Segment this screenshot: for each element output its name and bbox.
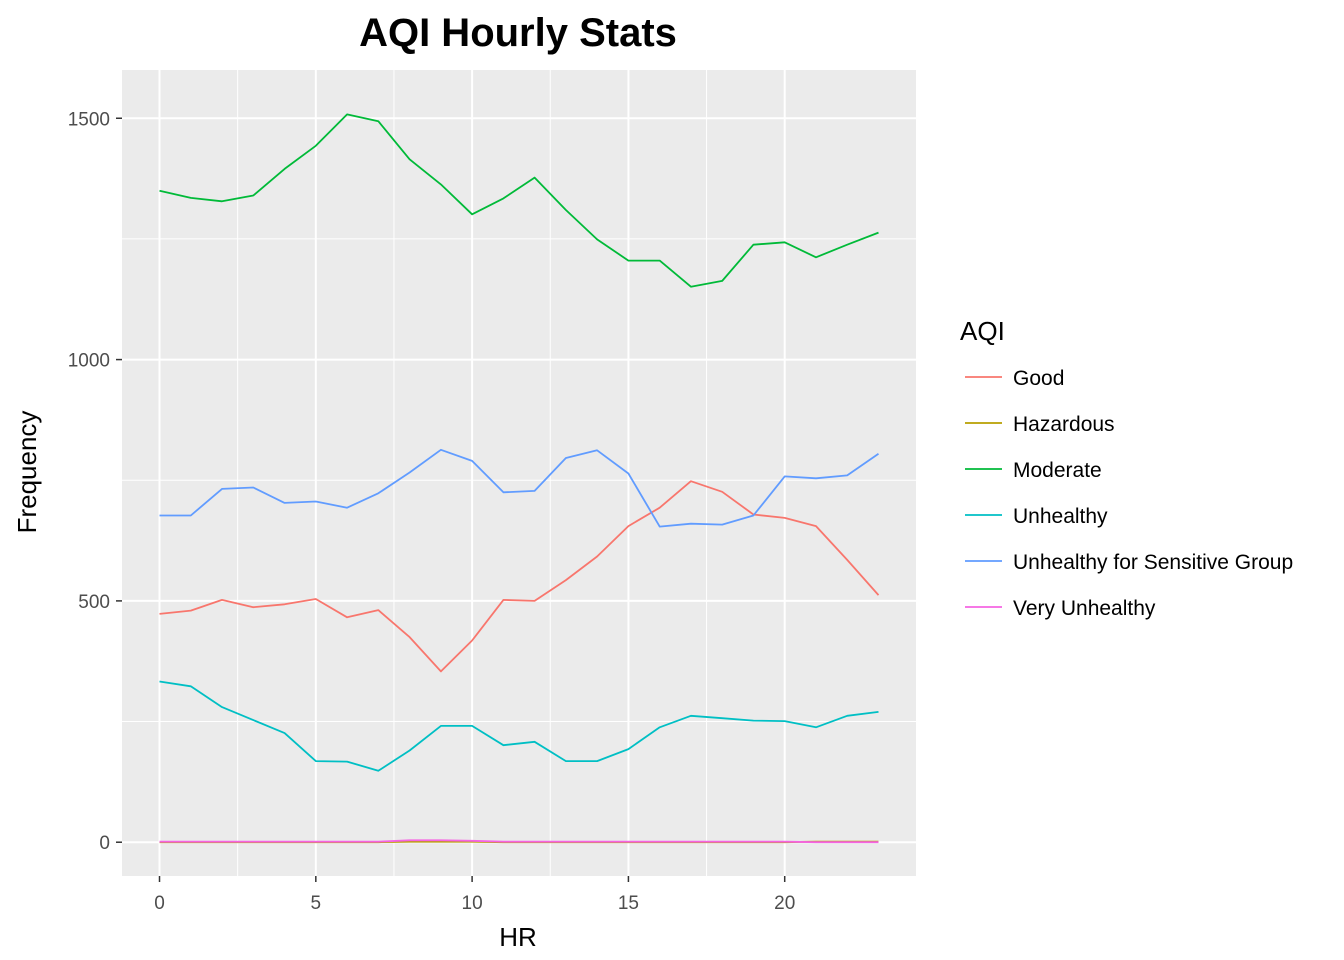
series-line-unhealthy: [159, 680, 879, 772]
legend-label: Moderate: [1013, 459, 1102, 482]
series-lines: [159, 113, 880, 844]
y-tick-label: 0: [99, 833, 110, 854]
legend-item-very-unhealthy: Very Unhealthy: [965, 597, 1156, 620]
y-axis: 0 500 1000 1500: [68, 109, 122, 854]
legend-item-unhealthy-for-sensitive-group: Unhealthy for Sensitive Group: [965, 551, 1293, 574]
series-line-unhealthy-for-sensitive-group: [159, 448, 880, 528]
x-axis: 0 5 10 15 20: [154, 876, 795, 914]
series-line-moderate: [159, 113, 879, 288]
x-tick-label: 10: [462, 893, 483, 914]
y-tick-label: 1000: [68, 351, 110, 372]
y-tick-label: 1500: [68, 109, 110, 130]
legend-label: Unhealthy for Sensitive Group: [1013, 551, 1293, 574]
plot-panel: [122, 70, 916, 876]
legend-label: Unhealthy: [1013, 505, 1108, 528]
y-tick-label: 500: [78, 592, 110, 613]
x-tick-label: 0: [154, 893, 165, 914]
legend: AQI Good Hazardous Moderate Unhealthy Unheal…: [960, 316, 1293, 620]
legend-label: Hazardous: [1013, 413, 1115, 436]
legend-label: Very Unhealthy: [1013, 597, 1156, 620]
x-tick-label: 20: [774, 893, 795, 914]
legend-label: Good: [1013, 367, 1064, 390]
legend-item-unhealthy: Unhealthy: [965, 505, 1108, 528]
x-tick-label: 15: [618, 893, 639, 914]
x-tick-label: 5: [311, 893, 322, 914]
x-axis-title: HR: [499, 922, 537, 952]
legend-title: AQI: [960, 316, 1005, 346]
legend-item-good: Good: [965, 367, 1064, 390]
legend-item-moderate: Moderate: [965, 459, 1102, 482]
series-line-very-unhealthy: [159, 839, 879, 844]
chart-title: AQI Hourly Stats: [359, 11, 677, 55]
y-axis-title: Frequency: [12, 411, 42, 534]
legend-item-hazardous: Hazardous: [965, 413, 1115, 436]
minor-gridlines: [122, 70, 916, 876]
series-line-good: [159, 480, 880, 673]
